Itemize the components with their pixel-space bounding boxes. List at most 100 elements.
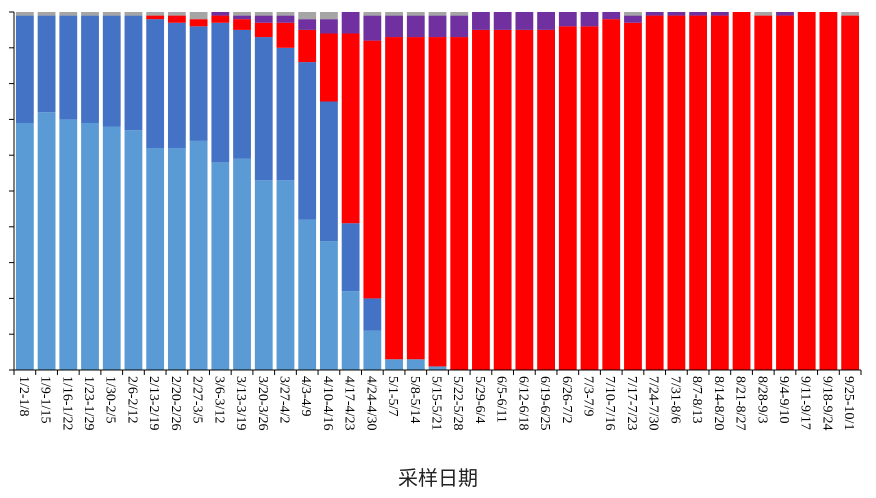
bar-segment-12-series-2 <box>254 37 273 181</box>
bar-segment-13-series-5 <box>276 12 295 16</box>
bar-segment-5-series-1 <box>102 126 121 370</box>
bar-segment-15-series-3 <box>320 33 338 102</box>
bar-segment-10-series-3 <box>211 15 230 23</box>
x-tick-label: 3/6-3/12 <box>211 376 226 423</box>
x-tick-label: 6/12-6/18 <box>515 376 530 430</box>
bar-segment-7-series-3 <box>146 15 165 20</box>
x-tick-label: 8/14-8/20 <box>711 376 726 430</box>
x-tick-label: 4/17-4/23 <box>342 376 357 430</box>
bar-segment-12-series-3 <box>254 22 273 38</box>
x-tick-label: 6/19-6/25 <box>537 376 552 430</box>
bar-segment-8-series-5 <box>167 12 186 16</box>
bar-segment-6-series-5 <box>124 12 143 16</box>
bar-segment-14-series-4 <box>298 19 317 30</box>
bar-segment-13-series-3 <box>276 22 295 48</box>
bar-segment-18-series-5 <box>385 12 403 16</box>
bar-segment-2-series-5 <box>37 12 56 16</box>
bar-segment-21-series-5 <box>450 12 469 16</box>
x-tick-label: 1/23-1/29 <box>81 376 96 430</box>
x-tick-label: 2/20-2/26 <box>168 376 183 430</box>
bars-layer <box>15 12 860 371</box>
bar-segment-11-series-4 <box>233 15 251 20</box>
bar-segment-6-series-1 <box>124 130 143 370</box>
bar-segment-14-series-3 <box>298 29 317 63</box>
bar-segment-19-series-1 <box>406 359 425 370</box>
x-tick-label: 7/24-7/30 <box>646 376 661 430</box>
bar-segment-15-series-2 <box>320 101 338 242</box>
bar-segment-1-series-2 <box>15 15 34 123</box>
x-tick-label: 2/6-2/12 <box>124 376 139 423</box>
bar-segment-21-series-3 <box>450 37 469 371</box>
x-tick-label: 5/29-6/4 <box>472 376 487 423</box>
bar-segment-33-series-3 <box>710 15 729 371</box>
bar-segment-9-series-1 <box>189 140 208 370</box>
bar-segment-8-series-2 <box>167 22 186 149</box>
bar-segment-10-series-4 <box>211 12 230 16</box>
bar-segment-17-series-1 <box>363 330 382 370</box>
bar-segment-32-series-3 <box>689 15 708 371</box>
bar-segment-39-series-3 <box>841 15 860 371</box>
x-tick-label: 6/26-7/2 <box>559 376 574 423</box>
bar-segment-30-series-4 <box>645 12 664 16</box>
bar-segment-17-series-3 <box>363 40 382 299</box>
bar-segment-36-series-4 <box>776 12 794 16</box>
x-tick-labels: 1/2-1/8 1/9-1/15 1/16-1/22 1/23-1/29 1/30-2/… <box>16 376 856 430</box>
bar-segment-34-series-3 <box>732 12 751 370</box>
bar-segment-19-series-4 <box>406 15 425 38</box>
bar-segment-27-series-3 <box>580 26 599 370</box>
x-tick-label: 5/8-5/14 <box>407 376 422 423</box>
x-tick-label: 3/27-4/2 <box>276 376 291 423</box>
bar-segment-1-series-1 <box>15 122 34 370</box>
bar-segment-4-series-5 <box>81 12 99 16</box>
bar-segment-29-series-3 <box>624 22 642 371</box>
bar-segment-22-series-4 <box>472 12 490 30</box>
bar-segment-4-series-1 <box>81 122 99 370</box>
bar-segment-14-series-5 <box>298 12 317 20</box>
bar-segment-24-series-3 <box>515 29 534 371</box>
bar-segment-31-series-4 <box>667 12 686 16</box>
x-tick-label: 8/21-8/27 <box>733 376 748 430</box>
bar-segment-25-series-3 <box>537 29 555 371</box>
bar-segment-9-series-2 <box>189 26 208 141</box>
bar-segment-24-series-4 <box>515 12 534 30</box>
bar-segment-4-series-2 <box>81 15 99 123</box>
bar-segment-17-series-5 <box>363 12 382 16</box>
x-tick-label: 7/31-8/6 <box>667 376 682 423</box>
bar-segment-18-series-4 <box>385 15 403 38</box>
bar-segment-13-series-1 <box>276 180 295 370</box>
bar-segment-13-series-4 <box>276 15 295 23</box>
bar-segment-32-series-4 <box>689 12 708 16</box>
bar-segment-21-series-4 <box>450 15 469 38</box>
bar-segment-14-series-2 <box>298 62 317 220</box>
bar-segment-9-series-3 <box>189 19 208 27</box>
x-tick-label: 9/25-10/1 <box>841 376 856 430</box>
bar-segment-36-series-3 <box>776 15 794 371</box>
bar-segment-2-series-1 <box>37 112 56 371</box>
x-tick-label: 4/3-4/9 <box>298 376 313 416</box>
bar-segment-35-series-3 <box>754 15 773 371</box>
bar-segment-31-series-3 <box>667 15 686 371</box>
bar-segment-10-series-2 <box>211 22 230 163</box>
x-tick-label: 7/17-7/23 <box>624 376 639 430</box>
bar-segment-35-series-5 <box>754 12 773 16</box>
bar-segment-16-series-2 <box>341 223 360 292</box>
bar-segment-15-series-5 <box>320 12 338 20</box>
x-tick-label: 1/9-1/15 <box>38 376 53 423</box>
x-tick-label: 2/13-2/19 <box>146 376 161 430</box>
bar-segment-9-series-5 <box>189 12 208 20</box>
bar-segment-23-series-4 <box>493 12 512 30</box>
bar-segment-30-series-3 <box>645 15 664 371</box>
bar-segment-29-series-5 <box>624 12 642 16</box>
x-tick-label: 3/13-3/19 <box>233 376 248 430</box>
x-tick-label: 8/28-9/3 <box>754 376 769 423</box>
bar-segment-18-series-3 <box>385 37 403 360</box>
x-axis-title: 采样日期 <box>398 466 478 490</box>
x-tick-label: 8/7-8/13 <box>689 376 704 423</box>
bar-segment-5-series-5 <box>102 12 121 16</box>
bar-segment-11-series-5 <box>233 12 251 16</box>
x-tick-label: 5/15-5/21 <box>429 376 444 430</box>
bar-segment-23-series-3 <box>493 29 512 371</box>
axes-layer <box>9 11 862 375</box>
x-tick-label: 9/18-9/24 <box>819 376 834 430</box>
